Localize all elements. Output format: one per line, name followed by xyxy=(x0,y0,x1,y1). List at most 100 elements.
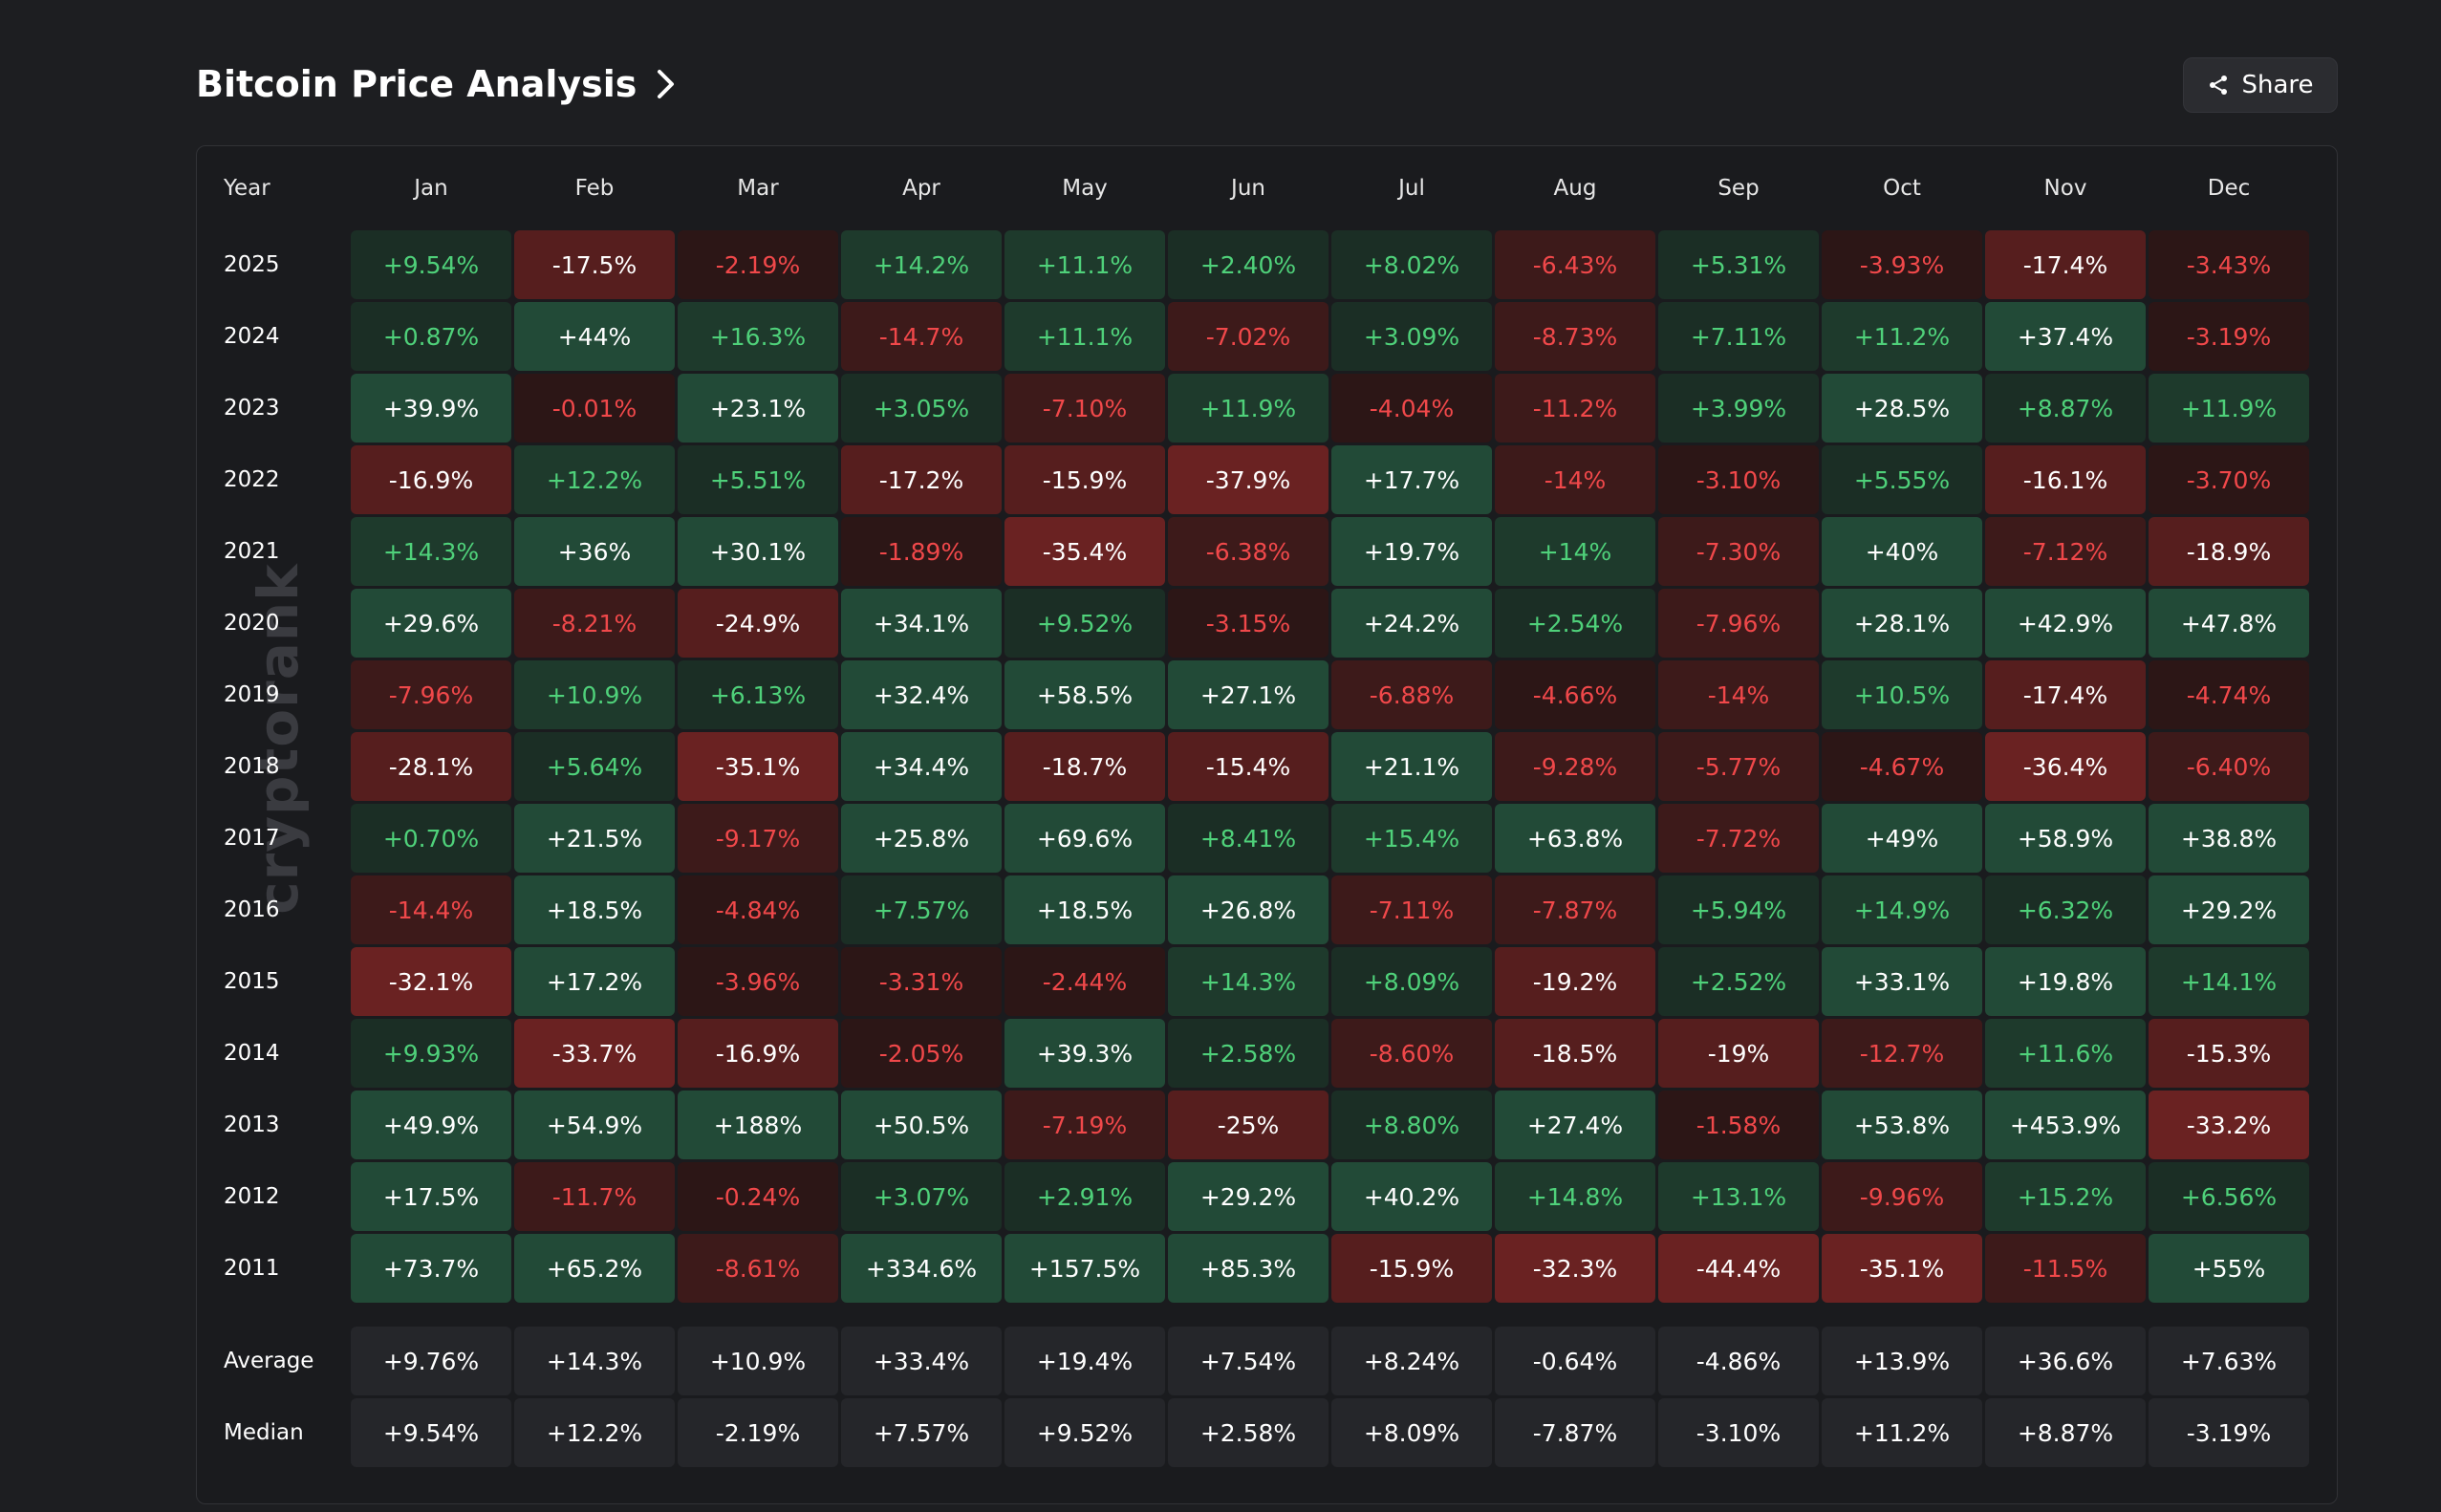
return-cell: +10.9% xyxy=(514,660,675,729)
return-cell: +15.2% xyxy=(1985,1162,2146,1231)
return-cell: +9.93% xyxy=(351,1019,511,1088)
return-cell: +38.8% xyxy=(2149,804,2309,873)
return-cell: -7.02% xyxy=(1168,302,1329,371)
return-cell: -4.04% xyxy=(1331,374,1492,443)
month-header-apr: Apr xyxy=(902,176,940,201)
return-cell: +453.9% xyxy=(1985,1091,2146,1159)
year-label: 2018 xyxy=(224,754,280,779)
return-cell: +29.6% xyxy=(351,589,511,658)
return-cell: +16.3% xyxy=(678,302,838,371)
return-cell: +14.3% xyxy=(1168,947,1329,1016)
return-cell: +5.94% xyxy=(1658,875,1819,944)
return-cell: -25% xyxy=(1168,1091,1329,1159)
return-cell: +15.4% xyxy=(1331,804,1492,873)
return-cell: +11.1% xyxy=(1004,302,1165,371)
return-cell: -18.7% xyxy=(1004,732,1165,801)
return-cell: -35.1% xyxy=(1822,1234,1982,1303)
return-cell: +5.55% xyxy=(1822,445,1982,514)
return-cell: -32.1% xyxy=(351,947,511,1016)
return-cell: +2.58% xyxy=(1168,1019,1329,1088)
return-cell: -15.4% xyxy=(1168,732,1329,801)
month-header-jan: Jan xyxy=(414,176,448,201)
return-cell: +24.2% xyxy=(1331,589,1492,658)
return-cell: -18.9% xyxy=(2149,517,2309,586)
stat-cell: +9.54% xyxy=(351,1398,511,1467)
year-label: 2022 xyxy=(224,467,280,492)
stat-cell: +11.2% xyxy=(1822,1398,1982,1467)
return-cell: +9.54% xyxy=(351,230,511,299)
return-cell: +19.7% xyxy=(1331,517,1492,586)
return-cell: -7.96% xyxy=(351,660,511,729)
year-label: 2015 xyxy=(224,969,280,994)
return-cell: +65.2% xyxy=(514,1234,675,1303)
return-cell: +27.1% xyxy=(1168,660,1329,729)
stat-cell: +8.87% xyxy=(1985,1398,2146,1467)
return-cell: -33.7% xyxy=(514,1019,675,1088)
return-cell: +36% xyxy=(514,517,675,586)
return-cell: +29.2% xyxy=(1168,1162,1329,1231)
return-cell: -8.73% xyxy=(1495,302,1655,371)
return-cell: +34.4% xyxy=(841,732,1002,801)
stat-cell: +7.57% xyxy=(841,1398,1002,1467)
share-button[interactable]: Share xyxy=(2183,57,2338,113)
return-cell: +14.1% xyxy=(2149,947,2309,1016)
page-header: Bitcoin Price Analysis Share xyxy=(196,57,2338,153)
return-cell: -17.4% xyxy=(1985,660,2146,729)
return-cell: -24.9% xyxy=(678,589,838,658)
stat-cell: +8.24% xyxy=(1331,1327,1492,1395)
return-cell: -15.9% xyxy=(1004,445,1165,514)
return-cell: -19% xyxy=(1658,1019,1819,1088)
return-cell: -16.9% xyxy=(351,445,511,514)
return-cell: +34.1% xyxy=(841,589,1002,658)
return-cell: +7.11% xyxy=(1658,302,1819,371)
return-cell: +55% xyxy=(2149,1234,2309,1303)
return-cell: +8.09% xyxy=(1331,947,1492,1016)
month-header-sep: Sep xyxy=(1717,176,1760,201)
page-title-link[interactable]: Bitcoin Price Analysis xyxy=(196,63,677,105)
return-cell: -6.88% xyxy=(1331,660,1492,729)
share-icon xyxy=(2207,74,2230,97)
stat-cell: +7.63% xyxy=(2149,1327,2309,1395)
return-cell: +8.02% xyxy=(1331,230,1492,299)
return-cell: +17.7% xyxy=(1331,445,1492,514)
return-cell: +23.1% xyxy=(678,374,838,443)
stat-cell: -7.87% xyxy=(1495,1398,1655,1467)
return-cell: +334.6% xyxy=(841,1234,1002,1303)
month-header-jun: Jun xyxy=(1231,176,1265,201)
return-cell: +73.7% xyxy=(351,1234,511,1303)
year-column-header: Year xyxy=(224,176,270,201)
return-cell: +11.9% xyxy=(2149,374,2309,443)
year-label: 2019 xyxy=(224,682,280,707)
stat-cell: +14.3% xyxy=(514,1327,675,1395)
return-cell: -3.15% xyxy=(1168,589,1329,658)
return-cell: -6.38% xyxy=(1168,517,1329,586)
stat-cell: -0.64% xyxy=(1495,1327,1655,1395)
year-label: 2020 xyxy=(224,611,280,636)
return-cell: +0.70% xyxy=(351,804,511,873)
return-cell: -17.4% xyxy=(1985,230,2146,299)
month-header-nov: Nov xyxy=(2043,176,2087,201)
return-cell: -8.21% xyxy=(514,589,675,658)
return-cell: +188% xyxy=(678,1091,838,1159)
return-cell: -44.4% xyxy=(1658,1234,1819,1303)
return-cell: +3.07% xyxy=(841,1162,1002,1231)
return-cell: +17.2% xyxy=(514,947,675,1016)
return-cell: +11.9% xyxy=(1168,374,1329,443)
return-cell: -2.05% xyxy=(841,1019,1002,1088)
return-cell: +5.64% xyxy=(514,732,675,801)
return-cell: +8.41% xyxy=(1168,804,1329,873)
monthly-returns-table: Year Jan Feb Mar Apr May Jun Jul Aug Sep Oct Nov De… xyxy=(197,146,2309,1470)
month-header-jul: Jul xyxy=(1398,176,1425,201)
year-label: 2016 xyxy=(224,897,280,922)
return-cell: -36.4% xyxy=(1985,732,2146,801)
return-cell: +7.57% xyxy=(841,875,1002,944)
page-title: Bitcoin Price Analysis xyxy=(196,63,637,105)
stat-cell: -2.19% xyxy=(678,1398,838,1467)
return-cell: +25.8% xyxy=(841,804,1002,873)
return-cell: -6.43% xyxy=(1495,230,1655,299)
return-cell: -4.66% xyxy=(1495,660,1655,729)
return-cell: -3.43% xyxy=(2149,230,2309,299)
return-cell: +11.6% xyxy=(1985,1019,2146,1088)
return-cell: -32.3% xyxy=(1495,1234,1655,1303)
return-cell: +40.2% xyxy=(1331,1162,1492,1231)
